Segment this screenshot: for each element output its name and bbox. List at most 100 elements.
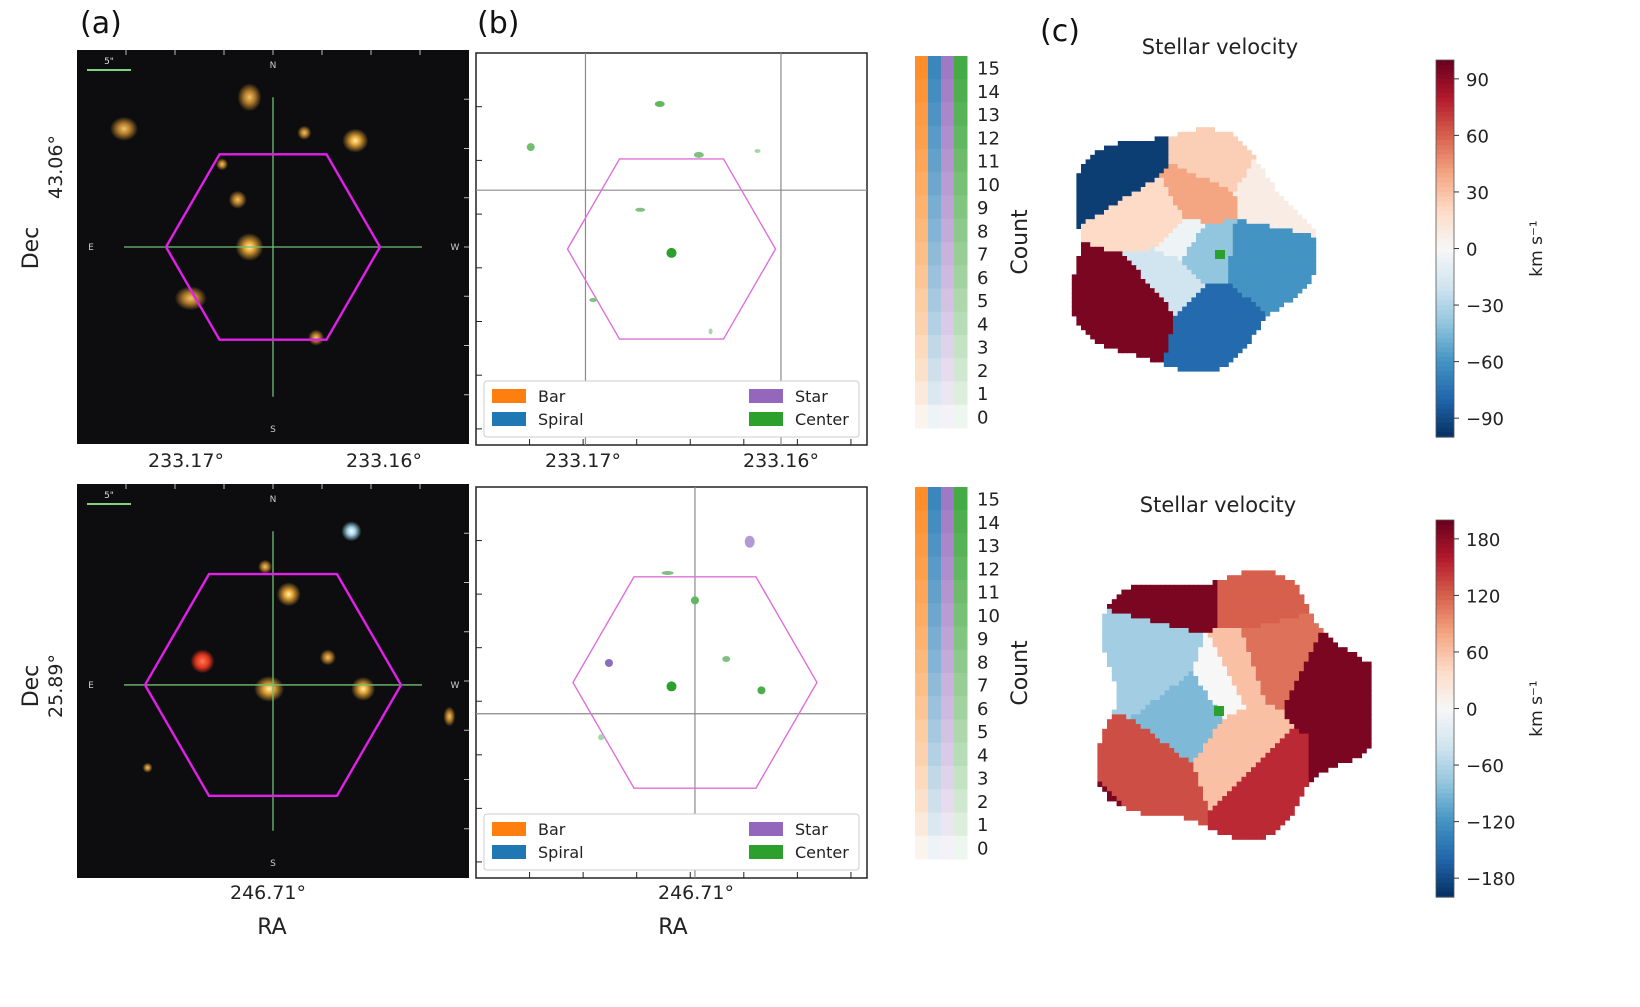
colorbar-cell-top-1-0 xyxy=(915,381,929,406)
class-blob-top-0 xyxy=(654,100,665,107)
class-blob-bottom-3 xyxy=(604,658,613,667)
velocity-colorbar-cell-top-63 xyxy=(1436,356,1454,363)
colorbar-cell-top-7-1 xyxy=(928,242,942,266)
colorbar-cell-bottom-6-2 xyxy=(941,696,955,720)
colorbar-cell-bottom-15-1 xyxy=(928,487,942,511)
colorbar-cell-top-5-1 xyxy=(928,288,942,313)
colorbar-cell-bottom-1-1 xyxy=(928,812,942,837)
velocity-colorbar-tick-bottom--60: −60 xyxy=(1466,756,1504,777)
colorbar-tick-top-6: 6 xyxy=(977,268,988,289)
colorbar-cell-top-14-1 xyxy=(928,79,942,103)
velocity-colorbar-cell-top-28 xyxy=(1436,191,1454,198)
velocity-colorbar-cell-top-62 xyxy=(1436,352,1454,358)
velocity-colorbar-cell-top-51 xyxy=(1436,300,1454,306)
colorbar-tick-top-2: 2 xyxy=(977,361,988,382)
velocity-colorbar-cell-bottom-25 xyxy=(1436,637,1454,644)
colorbar-cell-top-4-2 xyxy=(941,311,955,336)
xtick-b-top-0: 233.17° xyxy=(545,450,621,472)
colorbar-cell-bottom-2-1 xyxy=(928,789,942,813)
colorbar-cell-top-1-1 xyxy=(928,381,942,406)
velocity-colorbar-cell-top-5 xyxy=(1436,83,1454,89)
galaxy-bottom-0 xyxy=(254,675,285,702)
velocity-colorbar-cell-top-78 xyxy=(1436,427,1454,433)
colorbar-cell-bottom-6-0 xyxy=(915,696,929,720)
colorbar-tick-bottom-9: 9 xyxy=(977,629,988,650)
compass-west-bottom: W xyxy=(451,681,460,691)
colorbar-tick-bottom-4: 4 xyxy=(977,745,988,766)
colorbar-tick-bottom-11: 11 xyxy=(977,583,1000,604)
velocity-colorbar-cell-bottom-57 xyxy=(1436,788,1454,794)
colorbar-cell-top-2-0 xyxy=(915,358,929,382)
colorbar-cell-bottom-7-1 xyxy=(928,673,942,697)
ylabel-a-top: Dec xyxy=(19,227,44,270)
colorbar-tick-bottom-8: 8 xyxy=(977,652,988,673)
velocity-colorbar-cell-bottom-67 xyxy=(1436,835,1454,842)
galaxy-bottom-2 xyxy=(190,649,215,674)
velocity-colorbar-cell-top-27 xyxy=(1436,187,1454,193)
velocity-colorbar-cell-bottom-29 xyxy=(1436,656,1454,662)
velocity-colorbar-cell-top-40 xyxy=(1436,248,1454,254)
velocity-colorbar-cell-bottom-32 xyxy=(1436,670,1454,677)
colorbar-cell-top-7-2 xyxy=(941,242,955,266)
velocity-colorbar-cell-bottom-28 xyxy=(1436,651,1454,658)
velocity-colorbar-cell-bottom-34 xyxy=(1436,680,1454,686)
velocity-colorbar-cell-top-71 xyxy=(1436,394,1454,400)
velocity-center-marker-top xyxy=(1215,250,1225,259)
colorbar-cell-bottom-1-3 xyxy=(954,812,968,837)
velocity-colorbar-cell-bottom-1 xyxy=(1436,524,1454,531)
velocity-colorbar-cell-top-49 xyxy=(1436,290,1454,297)
colorbar-cell-bottom-6-1 xyxy=(928,696,942,720)
velocity-colorbar-cell-bottom-70 xyxy=(1436,849,1454,856)
velocity-colorbar-cell-bottom-26 xyxy=(1436,642,1454,648)
legend-swatch-bottom-2 xyxy=(749,822,783,836)
panel-label-b: (b) xyxy=(477,6,520,41)
velocity-center-marker-bottom xyxy=(1214,706,1224,716)
colorbar-cell-bottom-2-2 xyxy=(941,789,955,813)
class-blob-bottom-4 xyxy=(722,656,731,663)
colorbar-cell-bottom-3-3 xyxy=(954,766,968,790)
velocity-colorbar-cell-bottom-41 xyxy=(1436,713,1454,719)
velocity-colorbar-cell-top-2 xyxy=(1436,69,1454,75)
xtick-b-bottom: 246.71° xyxy=(658,882,734,904)
velocity-colorbar-cell-bottom-52 xyxy=(1436,765,1454,771)
velocity-colorbar-cell-top-69 xyxy=(1436,385,1454,391)
colorbar-cell-top-8-2 xyxy=(941,218,955,243)
colorbar-tick-top-1: 1 xyxy=(977,384,988,405)
legend-swatch-top-2 xyxy=(749,389,783,403)
colorbar-tick-top-11: 11 xyxy=(977,152,1000,173)
colorbar-cell-top-14-2 xyxy=(941,79,955,103)
galaxy-top-3 xyxy=(342,128,369,153)
velocity-colorbar-cell-top-77 xyxy=(1436,422,1454,429)
colorbar-cell-top-6-2 xyxy=(941,265,955,289)
velocity-colorbar-cell-top-72 xyxy=(1436,399,1454,405)
galaxy-top-1 xyxy=(237,83,262,112)
galaxy-bottom-3 xyxy=(319,649,336,666)
velocity-colorbar-cell-top-34 xyxy=(1436,220,1454,226)
velocity-map-bottom xyxy=(1097,570,1372,840)
colorbar-cell-top-6-1 xyxy=(928,265,942,289)
velocity-colorbar-cell-top-19 xyxy=(1436,149,1454,155)
panel-label-c: (c) xyxy=(1040,14,1080,49)
velocity-colorbar-cell-top-23 xyxy=(1436,168,1454,174)
class-blob-bottom-2 xyxy=(690,596,699,605)
class-blob-top-6 xyxy=(589,297,598,302)
velocity-colorbar-cell-bottom-33 xyxy=(1436,675,1454,681)
velocity-colorbar-cell-bottom-23 xyxy=(1436,628,1454,634)
velocity-colorbar-cell-top-59 xyxy=(1436,338,1454,344)
velocity-colorbar-cell-top-17 xyxy=(1436,140,1454,146)
velocity-colorbar-cell-bottom-18 xyxy=(1436,604,1454,611)
colorbar-cell-top-8-0 xyxy=(915,218,929,243)
velocity-colorbar-cell-bottom-0 xyxy=(1436,520,1454,526)
legend-swatch-top-0 xyxy=(492,389,526,403)
velocity-colorbar-tick-top--30: −30 xyxy=(1466,296,1504,317)
velocity-colorbar-cell-top-76 xyxy=(1436,418,1454,424)
colorbar-cell-top-13-2 xyxy=(941,102,955,127)
colorbar-tick-bottom-0: 0 xyxy=(977,838,988,859)
velocity-colorbar-cell-top-12 xyxy=(1436,116,1454,122)
class-blob-top-5 xyxy=(666,247,677,258)
compass-south-top: S xyxy=(270,425,276,435)
colorbar-cell-bottom-14-3 xyxy=(954,510,968,534)
velocity-colorbar-cell-bottom-75 xyxy=(1436,873,1454,879)
velocity-colorbar-cell-top-65 xyxy=(1436,366,1454,372)
compass-north-top: N xyxy=(270,61,277,71)
